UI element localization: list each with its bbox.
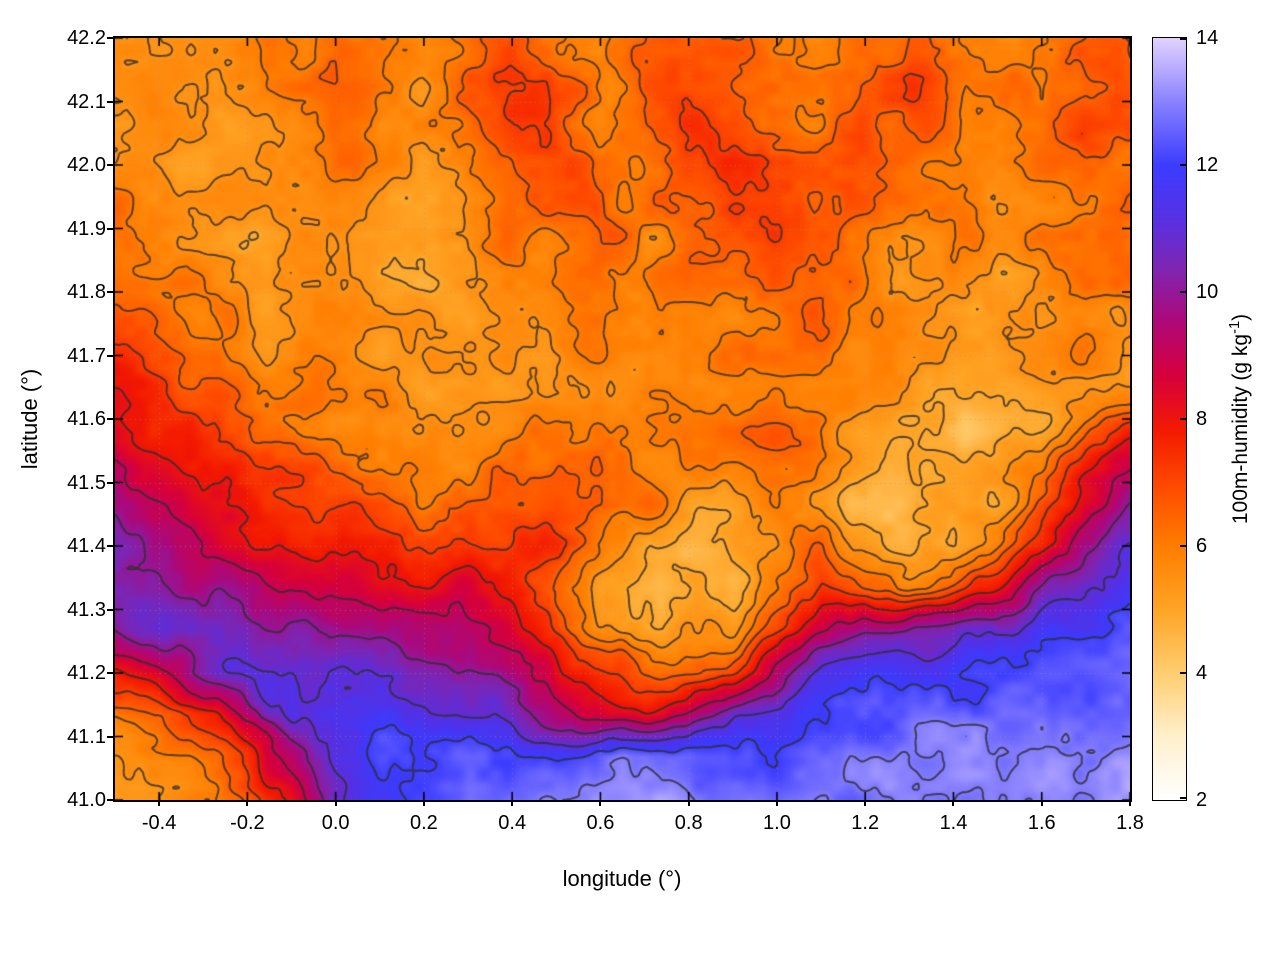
x-tick-label: 0.6 [586,812,615,834]
x-tick-mark [422,800,425,806]
y-tick-mark [107,799,113,801]
colorbar-label-superscript: -1 [1227,320,1243,334]
y-tick-label: 41.3 [67,598,106,621]
y-tick-label: 41.8 [67,281,106,303]
y-tick-label: 41.6 [67,408,106,430]
colorbar-tick-label: 12 [1196,154,1219,176]
x-tick-mark [511,800,514,806]
colorbar-tick-label: 14 [1196,27,1219,49]
y-tick-mark [107,418,113,420]
x-tick-mark [864,800,867,806]
colorbar-tick-label: 4 [1196,662,1208,684]
x-tick-label: 1.2 [851,812,880,834]
x-tick-label: 1.6 [1027,812,1056,834]
y-tick-label: 41.1 [67,725,106,748]
x-tick-label: -0.4 [141,812,177,834]
plot-area [113,36,1132,802]
x-tick-mark [775,800,778,806]
colorbar-tick-mark [1180,418,1186,420]
x-tick-mark [334,800,337,806]
y-tick-label: 41.5 [67,471,106,494]
x-tick-label: 0.0 [321,812,350,834]
x-tick-label: 1.4 [939,812,968,834]
x-tick-mark [599,800,602,806]
y-tick-mark [107,608,113,611]
x-tick-label: 0.2 [410,812,438,834]
colorbar-tick-label: 6 [1196,535,1208,557]
x-tick-mark [158,800,161,806]
colorbar-tick-label: 2 [1196,789,1208,811]
y-tick-label: 42.2 [67,27,106,49]
colorbar-label-text: 100m-humidity (g kg [1229,333,1252,525]
x-tick-label: 0.8 [674,812,703,834]
y-tick-mark [107,164,113,166]
x-tick-label: 1.8 [1116,812,1144,834]
colorbar-tick-mark [1180,672,1186,674]
x-tick-mark [952,800,955,806]
y-tick-label: 42.0 [67,154,106,176]
x-tick-label: -0.2 [230,812,265,834]
y-tick-mark [107,291,113,293]
y-tick-mark [107,481,113,484]
colorbar-tick-label: 8 [1196,408,1208,430]
y-tick-mark [107,37,113,39]
x-tick-label: 0.4 [498,812,527,834]
x-tick-mark [1040,800,1043,806]
colorbar-label: 100m-humidity (g kg-1) [1227,239,1253,599]
y-tick-mark [107,672,113,674]
colorbar-tick-label: 10 [1196,281,1219,303]
x-tick-label: 1.0 [763,812,791,834]
y-tick-label: 41.4 [67,535,106,557]
x-axis-label: longitude (°) [562,866,682,891]
y-tick-label: 41.7 [67,344,106,367]
colorbar-tick-mark [1180,797,1186,799]
y-tick-label: 42.1 [67,90,106,113]
y-axis-label: latitude (°) [17,368,42,470]
colorbar-tick-mark [1180,164,1186,166]
colorbar-tick-mark [1180,291,1186,293]
y-tick-mark [107,545,113,547]
heatmap-canvas [115,38,1130,800]
x-tick-mark [246,800,249,806]
y-tick-label: 41.0 [67,789,106,811]
x-tick-mark [687,800,690,806]
y-tick-mark [107,227,113,230]
colorbar-tick-mark [1180,545,1186,547]
y-tick-mark [107,100,113,103]
colorbar-label-suffix: ) [1229,313,1252,321]
x-tick-mark [1129,800,1131,806]
y-tick-mark [107,354,113,357]
y-tick-mark [107,735,113,738]
y-tick-label: 41.9 [67,217,106,240]
colorbar-tick-mark [1180,38,1186,40]
y-tick-label: 41.2 [67,662,106,684]
